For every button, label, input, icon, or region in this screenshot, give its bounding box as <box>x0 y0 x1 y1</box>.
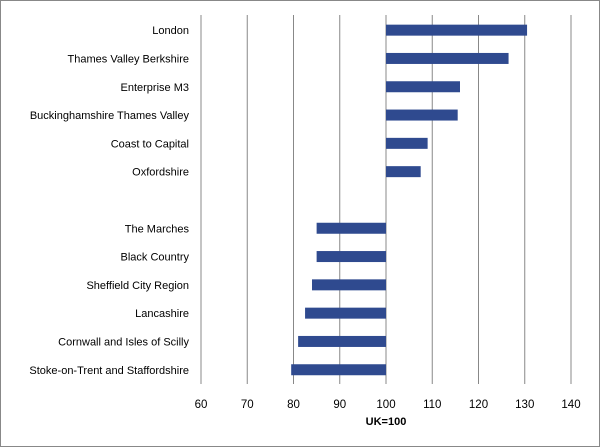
category-label: Cornwall and Isles of Scilly <box>58 336 189 348</box>
bar-buckinghamshire-thames-valley <box>386 109 458 121</box>
x-tick-labels: 60 70 80 90 100 110 120 130 140 <box>195 399 581 411</box>
x-tick-label: 80 <box>287 399 300 411</box>
x-tick-label: 60 <box>195 399 208 411</box>
x-tick-label: 140 <box>561 399 580 411</box>
x-tick-label: 120 <box>469 399 488 411</box>
bar-oxfordshire <box>386 166 421 178</box>
category-label: Lancashire <box>135 308 189 320</box>
x-tick-label: 90 <box>333 399 346 411</box>
bar-the-marches <box>316 222 386 234</box>
bars <box>291 24 528 376</box>
category-label: Coast to Capital <box>111 138 189 150</box>
bar-thames-valley-berkshire <box>386 52 509 64</box>
x-tick-label: 130 <box>515 399 534 411</box>
bar-black-country <box>316 251 386 263</box>
category-label: Black Country <box>121 252 190 264</box>
category-label: Enterprise M3 <box>121 82 189 94</box>
bar-london <box>386 24 528 36</box>
x-axis-title: UK=100 <box>366 416 407 428</box>
bar-coast-to-capital <box>386 137 428 149</box>
category-label: Oxfordshire <box>132 167 189 179</box>
category-label: Thames Valley Berkshire <box>68 53 189 65</box>
category-label: Sheffield City Region <box>86 280 189 292</box>
category-label: Buckinghamshire Thames Valley <box>30 110 190 122</box>
bar-lancashire <box>305 307 386 319</box>
x-tick-label: 70 <box>241 399 254 411</box>
bar-enterprise-m3 <box>386 81 460 93</box>
x-tick-label: 110 <box>423 399 441 411</box>
category-label: Stoke-on-Trent and Staffordshire <box>29 365 189 377</box>
gridlines <box>200 15 572 384</box>
bar-stoke-on-trent-and-staffordshire <box>291 364 386 376</box>
bar-cornwall-and-isles-of-scilly <box>298 335 386 347</box>
category-label: The Marches <box>125 223 190 235</box>
x-tick-label: 100 <box>376 399 395 411</box>
bar-sheffield-city-region <box>312 279 386 291</box>
category-label: London <box>152 25 189 37</box>
category-labels: London Thames Valley Berkshire Enterprise … <box>29 25 189 377</box>
